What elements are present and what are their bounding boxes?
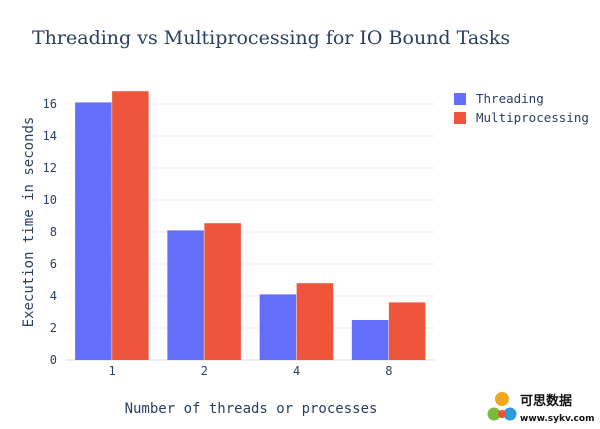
bar-threading-2 — [167, 230, 204, 360]
bar-threading-8 — [351, 320, 389, 360]
bar-multiprocessing-2 — [204, 223, 241, 360]
y-tick-label: 6 — [50, 257, 57, 271]
y-tick-labels: 0 2 4 6 8 10 12 14 16 — [43, 97, 57, 367]
legend-swatch-multiprocessing — [454, 112, 466, 124]
watermark-url: www.sykv.com — [520, 414, 594, 424]
watermark-dot-blue — [503, 407, 517, 421]
bars — [75, 91, 426, 361]
watermark-dot-yellow — [495, 392, 509, 406]
x-tick-label: 8 — [385, 364, 392, 378]
legend-label-multiprocessing: Multiprocessing — [476, 110, 589, 125]
x-tick-labels: 1 2 4 8 — [109, 364, 393, 378]
chart-title: Threading vs Multiprocessing for IO Boun… — [32, 27, 510, 49]
x-tick-label: 1 — [109, 364, 116, 378]
bar-multiprocessing-1 — [112, 91, 149, 360]
watermark-text: 可思数据 — [520, 393, 572, 409]
y-tick-label: 8 — [50, 225, 57, 239]
y-tick-label: 10 — [43, 193, 57, 207]
legend: Threading Multiprocessing — [454, 91, 589, 125]
bar-multiprocessing-8 — [388, 302, 426, 360]
y-tick-label: 14 — [43, 129, 57, 143]
y-axis-label: Execution time in seconds — [21, 117, 37, 328]
watermark-logo: 可思数据 www.sykv.com — [487, 392, 594, 424]
y-tick-label: 2 — [50, 321, 57, 335]
watermark-dot-green — [487, 407, 501, 421]
x-tick-label: 4 — [293, 364, 300, 378]
y-tick-label: 4 — [50, 289, 57, 303]
watermark-dot-red — [498, 410, 506, 418]
bar-threading-4 — [259, 294, 297, 360]
x-axis-label: Number of threads or processes — [125, 401, 378, 417]
y-tick-label: 0 — [50, 353, 57, 367]
legend-swatch-threading — [454, 93, 466, 105]
x-tick-label: 2 — [201, 364, 208, 378]
bar-multiprocessing-4 — [296, 283, 334, 360]
bar-threading-1 — [75, 102, 112, 361]
y-tick-label: 12 — [43, 161, 57, 175]
legend-label-threading: Threading — [476, 91, 544, 106]
y-tick-label: 16 — [43, 97, 57, 111]
